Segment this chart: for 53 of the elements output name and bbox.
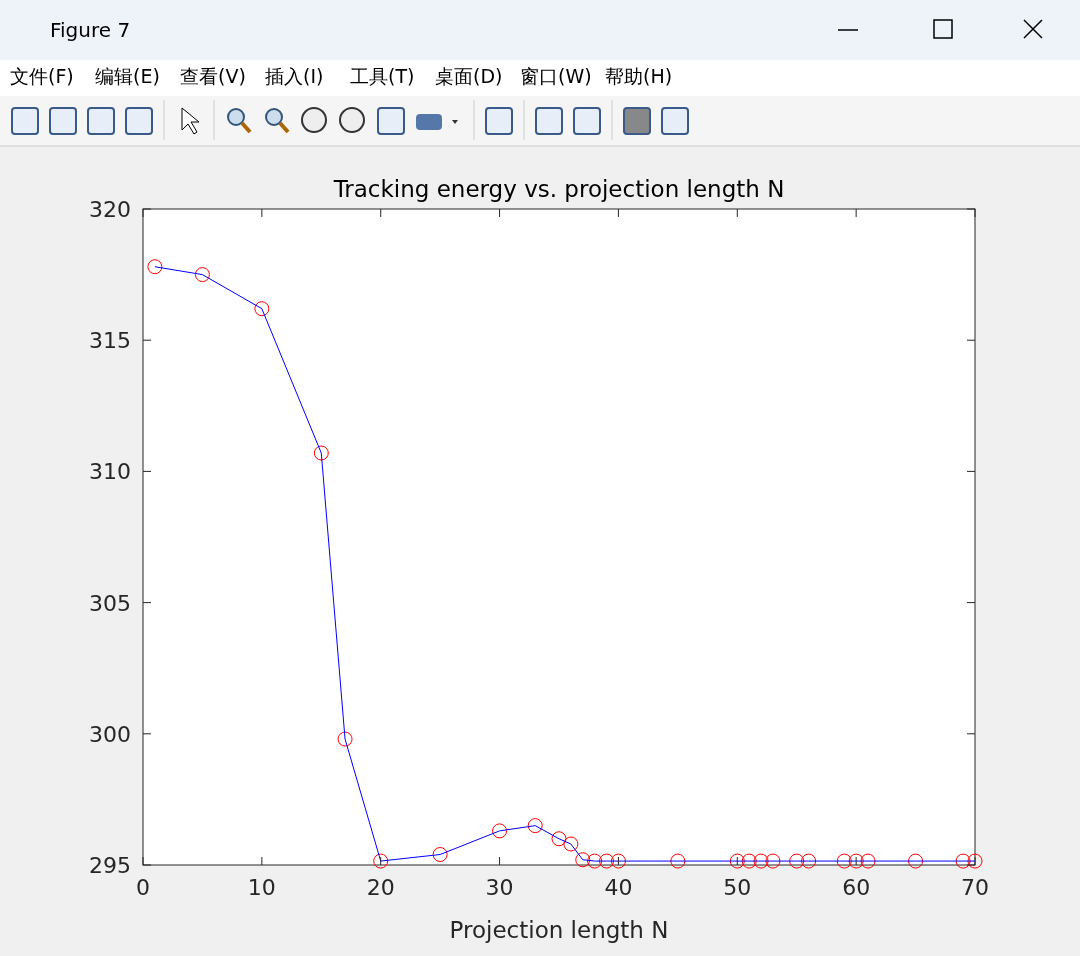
x-tick-label: 40: [604, 875, 633, 900]
y-tick-label: 320: [89, 197, 131, 222]
text: 查看(V): [180, 65, 246, 87]
point: [432, 847, 448, 862]
x-tick-label: 50: [723, 875, 752, 900]
x-tick-label: 10: [247, 875, 276, 900]
point: [765, 853, 781, 869]
y-tick-label: 295: [89, 853, 131, 878]
point: [967, 853, 983, 869]
point: [563, 836, 579, 852]
point: [801, 853, 817, 869]
x-tick-label: 20: [366, 875, 395, 900]
point: [599, 853, 615, 869]
text: 文件(F): [10, 65, 74, 87]
text: 插入(I): [265, 65, 324, 87]
text: 帮助(H): [605, 65, 673, 87]
point: [492, 823, 508, 839]
text: 工具(T): [350, 65, 415, 87]
x-tick-label: 0: [136, 875, 150, 900]
point: [955, 853, 971, 869]
text: 桌面(D): [435, 65, 503, 87]
point: [741, 853, 757, 869]
point: [729, 853, 745, 869]
y-tick-label: 300: [89, 721, 131, 747]
point: [836, 853, 852, 869]
point: [551, 831, 567, 847]
y-tick-label: 305: [89, 590, 131, 616]
point: [789, 853, 805, 869]
point: [254, 301, 270, 317]
x-tick-label: 30: [485, 875, 514, 900]
x-axis-title: Projection length N: [449, 917, 669, 943]
point: [147, 259, 163, 275]
point: [610, 853, 626, 869]
point: [337, 731, 353, 747]
point: [575, 852, 591, 868]
text: 编辑(E): [95, 65, 160, 87]
point: [527, 818, 543, 834]
x-tick-label: 70: [961, 875, 989, 900]
y-tick-label: 315: [89, 328, 131, 354]
x-tick-label: 60: [842, 875, 871, 900]
point: [313, 445, 329, 461]
caption: Figure 7: [50, 18, 131, 42]
point: [848, 853, 864, 869]
point: [587, 853, 603, 869]
point: [860, 853, 876, 869]
point: [908, 853, 924, 869]
point: [753, 853, 769, 869]
point: [670, 853, 686, 869]
chart-title: Tracking energy vs. projection length N: [332, 176, 785, 202]
text: 窗口(W): [520, 65, 592, 87]
point: [373, 853, 389, 869]
y-tick-label: 310: [89, 459, 131, 485]
point: [194, 267, 210, 283]
